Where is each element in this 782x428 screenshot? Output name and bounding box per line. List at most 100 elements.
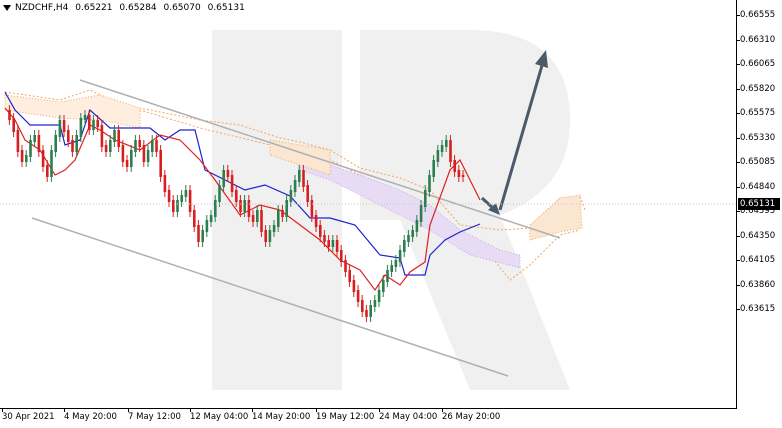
candle-bearish [125,160,129,167]
candle-bullish [415,220,419,232]
candle-bearish [264,230,267,242]
price-tick-label: 0.66065 [736,59,776,69]
candle-bearish [67,130,70,142]
candle-bullish [331,240,335,247]
candle-bearish [239,200,242,212]
candle-bearish [88,115,91,130]
price-tick-label: 0.65575 [736,108,776,118]
candle-bearish [319,225,322,237]
candle-bearish [306,185,309,202]
candle-bullish [436,150,440,162]
price-axis[interactable]: 0.66555 0.66310 0.66065 0.65820 0.65575 0.653… [736,0,782,409]
candle-bullish [54,135,57,152]
candle-bullish [285,200,288,217]
candle-bullish [209,215,213,222]
candlestick-series [8,105,465,322]
candle-bearish [310,200,314,217]
price-tick-label: 0.63860 [736,279,776,290]
time-tick-label: 19 May 12:00 [316,409,375,422]
candle-bullish [369,305,372,317]
candle-bearish [281,210,284,217]
candle-bearish [12,118,15,132]
plot-area[interactable]: NZDCHF,H4 0.65221 0.65284 0.65070 0.6513… [0,0,737,409]
candle-bullish [403,240,406,252]
candle-bullish [92,120,95,130]
time-tick-label: 7 May 12:00 [128,409,181,422]
chart-canvas [0,30,737,390]
candle-bullish [180,195,183,202]
candle-bullish [424,190,427,207]
candle-bearish [327,240,330,247]
price-tick-label: 0.65085 [736,157,776,167]
ichimoku-cloud [4,89,586,281]
candle-bearish [167,190,171,202]
candle-bearish [230,175,234,192]
candle-bullish [113,130,116,142]
high-value: 0.65284 [119,3,157,13]
candle-bearish [163,175,167,192]
forecast-arrow-down-head [488,203,500,215]
symbol-label: NZDCHF,H4 [15,3,69,13]
candle-bearish [20,150,24,162]
candle-bearish [356,290,360,302]
candle-bullish [218,185,221,202]
candle-bullish [83,115,87,120]
candle-bullish [377,290,381,302]
chart-info-bar: NZDCHF,H4 0.65221 0.65284 0.65070 0.6513… [3,3,249,13]
candle-bearish [71,140,74,152]
price-tick-label: 0.64350 [736,230,776,241]
candle-bullish [151,140,154,152]
triangle-down-icon [3,5,11,11]
candle-bullish [394,260,398,267]
candle-bearish [361,300,364,312]
candle-bullish [214,200,217,217]
price-tick-label: 0.63615 [736,304,776,314]
cloud-hatch-purple [299,154,521,269]
candle-bullish [130,150,133,167]
candle-bearish [117,130,120,147]
price-tick-label: 0.66310 [736,34,776,45]
open-value: 0.65221 [75,3,113,13]
price-tick-label: 0.64105 [736,255,776,265]
time-tick-label: 24 May 04:00 [379,409,438,422]
candle-bullish [50,150,53,177]
price-tick-label: 0.66555 [736,10,776,20]
candle-bullish [176,200,179,212]
channel-upper-line [79,79,561,239]
candle-bearish [235,190,238,202]
price-tick-label: 0.65330 [736,132,776,143]
candle-bullish [75,135,78,152]
candle-bullish [29,140,32,157]
price-tick-label: 0.64595 [736,206,776,216]
candle-bearish [121,145,125,162]
time-tick-label: 30 Apr 2021 [2,409,55,422]
time-axis[interactable]: 30 Apr 2021 4 May 20:00 7 May 12:00 12 May … [0,409,737,428]
candle-bearish [260,210,263,232]
candle-bearish [8,110,11,120]
time-tick-label: 4 May 20:00 [64,409,117,422]
candle-bullish [268,230,272,242]
candle-bearish [302,170,305,187]
candle-bullish [289,190,293,202]
candle-bearish [314,215,318,227]
candle-bullish [201,230,204,242]
candle-bullish [184,190,188,197]
candle-bullish [419,205,423,222]
candle-bullish [386,270,389,282]
candle-bullish [428,175,431,192]
kijun-sen-line [4,91,481,276]
price-tick-label: 0.65820 [736,83,776,94]
candle-bearish [46,165,49,177]
close-value: 0.65131 [207,3,245,13]
candle-bearish [62,120,66,132]
candle-bearish [41,150,45,167]
candle-bearish [335,240,339,252]
candle-bearish [457,170,461,177]
candle-bullish [25,155,28,162]
candle-bearish [461,175,465,177]
cloud-hatch-future [529,194,583,241]
candle-bearish [453,160,456,172]
current-price-badge: 0.65131 [738,198,780,210]
candle-bullish [390,265,393,272]
